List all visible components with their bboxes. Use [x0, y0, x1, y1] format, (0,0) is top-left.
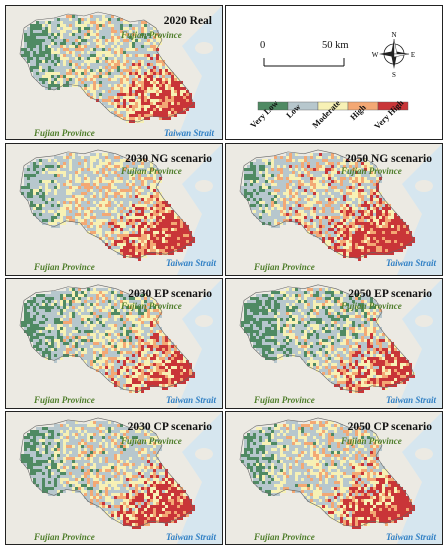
province-label-bottom: Fujian Province	[34, 128, 95, 138]
map-canvas	[6, 6, 222, 139]
legend-panel: 0 50 km N S E W Very Low Low Moderate Hi…	[225, 5, 443, 140]
scale-end-label: 50 km	[322, 40, 349, 51]
legend-graphics: N S E W	[257, 31, 415, 111]
compass-e: E	[411, 51, 415, 59]
legend-swatch	[377, 101, 409, 111]
panel-title: 2050 CP scenario	[347, 421, 432, 433]
map-canvas	[226, 279, 442, 408]
map-canvas	[6, 279, 222, 408]
province-label-top: Fujian Province	[121, 30, 182, 40]
map-canvas	[6, 144, 222, 275]
map-panel-2020-real: 2020 Real Fujian Province Fujian Provinc…	[5, 5, 223, 140]
panel-title: 2030 EP scenario	[128, 288, 212, 300]
map-canvas	[226, 144, 442, 275]
north-arrow-icon: N S E W	[372, 31, 415, 79]
strait-label: Taiwan Strait	[164, 128, 214, 138]
province-label-top: Fujian Province	[341, 166, 402, 176]
map-canvas	[6, 412, 222, 544]
map-panel-2030-cp: 2030 CP scenario Fujian Province Fujian …	[5, 411, 223, 545]
panel-title: 2030 CP scenario	[127, 421, 212, 433]
panel-title: 2050 NG scenario	[345, 153, 432, 165]
scale-start-label: 0	[260, 40, 266, 51]
province-label-bottom: Fujian Province	[34, 262, 95, 272]
strait-label: Taiwan Strait	[386, 532, 436, 542]
province-label-bottom: Fujian Province	[254, 532, 315, 542]
province-label-bottom: Fujian Province	[254, 262, 315, 272]
strait-label: Taiwan Strait	[386, 258, 436, 268]
legend-swatches	[257, 101, 409, 111]
map-canvas	[226, 412, 442, 544]
map-panel-2050-cp: 2050 CP scenario Fujian Province Fujian …	[225, 411, 443, 545]
strait-label: Taiwan Strait	[386, 395, 436, 405]
province-label-top: Fujian Province	[341, 301, 402, 311]
scale-bar	[263, 58, 345, 67]
province-label-bottom: Fujian Province	[254, 395, 315, 405]
panel-title: 2020 Real	[163, 15, 212, 27]
strait-label: Taiwan Strait	[166, 532, 216, 542]
compass-w: W	[372, 51, 379, 59]
panel-title: 2030 NG scenario	[125, 153, 212, 165]
province-label-top: Fujian Province	[121, 166, 182, 176]
map-panel-2050-ng: 2050 NG scenario Fujian Province Fujian …	[225, 143, 443, 276]
map-panel-2030-ng: 2030 NG scenario Fujian Province Fujian …	[5, 143, 223, 276]
strait-label: Taiwan Strait	[166, 258, 216, 268]
province-label-top: Fujian Province	[121, 436, 182, 446]
province-label-bottom: Fujian Province	[34, 532, 95, 542]
province-label-top: Fujian Province	[341, 436, 402, 446]
compass-s: S	[392, 71, 396, 79]
map-panel-2050-ep: 2050 EP scenario Fujian Province Fujian …	[225, 278, 443, 409]
strait-label: Taiwan Strait	[166, 395, 216, 405]
compass-n: N	[391, 31, 396, 39]
province-label-top: Fujian Province	[121, 301, 182, 311]
map-panel-2030-ep: 2030 EP scenario Fujian Province Fujian …	[5, 278, 223, 409]
province-label-bottom: Fujian Province	[34, 395, 95, 405]
panel-title: 2050 EP scenario	[348, 288, 432, 300]
